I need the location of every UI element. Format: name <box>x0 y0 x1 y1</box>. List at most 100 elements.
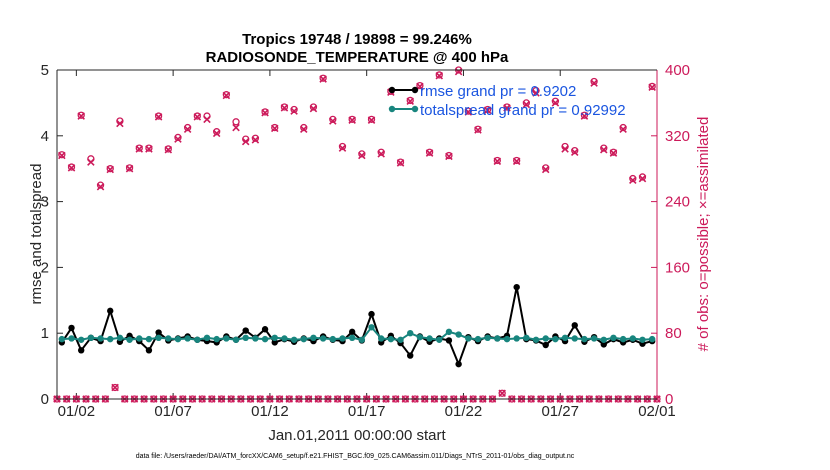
totalspread-series-point <box>300 335 307 343</box>
obs-assimilated-cross-b <box>570 148 579 157</box>
obs-possible-point <box>551 97 560 105</box>
obs-assimilated-cross-b <box>425 149 434 157</box>
obs-assimilated-point <box>638 174 647 183</box>
obs-assimilated-point <box>512 157 521 166</box>
rmse-series-point <box>368 310 375 318</box>
rmse-series-point <box>155 329 162 336</box>
obs-assimilated-cross-b <box>498 389 506 398</box>
obs-possible-point <box>154 112 163 120</box>
x-tick-label: 01/02 <box>58 403 96 420</box>
totalspread-series-point <box>107 335 114 343</box>
right-tick-label: 80 <box>665 325 682 342</box>
obs-possible-point <box>629 174 637 183</box>
obs-assimilated-point <box>406 97 414 106</box>
right-tick-label: 160 <box>665 259 690 276</box>
obs-assimilated-cross-b <box>483 106 492 115</box>
totalspread-series-point <box>474 335 482 343</box>
legend-rmse-marker-a <box>388 86 396 94</box>
rmse-series-point <box>407 352 414 359</box>
totalspread-series-point <box>368 324 375 331</box>
obs-assimilated-cross-b <box>203 115 211 124</box>
obs-possible-point <box>377 148 385 156</box>
obs-possible-point <box>358 150 366 158</box>
obs-possible-point <box>571 146 579 155</box>
totalspread-series-point <box>339 335 346 342</box>
obs-possible-point <box>309 103 318 111</box>
obs-possible-point <box>183 123 192 132</box>
obs-assimilated-cross-b <box>319 75 327 83</box>
totalspread-series-point <box>77 336 85 343</box>
obs-assimilated-point <box>87 158 95 166</box>
totalspread-series-point <box>532 336 540 343</box>
x-tick-label: 01/07 <box>154 403 192 420</box>
obs-assimilated-point <box>493 157 502 166</box>
obs-assimilated-point <box>241 137 250 146</box>
obs-possible-point <box>435 71 443 79</box>
totalspread-series-point <box>523 334 530 342</box>
totalspread-series-point <box>329 335 337 343</box>
x-axis-ticks: 01/02 01/07 01/12 01/17 01/22 01/27 02/01 <box>58 70 676 420</box>
totalspread-series-point <box>407 330 414 337</box>
rmse-series-point <box>455 360 462 368</box>
obs-assimilated-cross-b <box>164 146 173 154</box>
legend-spread-marker-a <box>388 105 396 113</box>
obs-assimilated-point <box>358 151 366 160</box>
totalspread-series-point <box>484 334 491 342</box>
obs-assimilated-point <box>600 146 608 154</box>
obs-assimilated-cross-b <box>348 116 356 124</box>
obs-assimilated-cross-b <box>522 100 531 109</box>
obs-assimilated-cross-b <box>183 125 192 133</box>
obs-assimilated-point <box>67 164 76 172</box>
obs-possible-point <box>125 164 134 172</box>
obs-assimilated-cross-b <box>174 135 182 143</box>
obs-assimilated-point <box>77 112 85 120</box>
totalspread-series-point <box>155 334 162 342</box>
obs-possible-point <box>77 111 85 119</box>
totalspread-series-point <box>610 334 617 342</box>
obs-possible-point <box>58 151 66 159</box>
totalspread-series-point <box>348 334 356 342</box>
totalspread-series-point <box>445 328 453 336</box>
totalspread-series-point <box>648 335 656 343</box>
totalspread-series-point <box>629 335 637 342</box>
obs-assimilated-point <box>145 145 153 153</box>
obs-assimilated-cross-b <box>629 176 637 184</box>
totalspread-series-point <box>494 335 501 342</box>
totalspread-series-point <box>223 335 230 342</box>
obs-possible-point <box>135 144 143 152</box>
obs-assimilated-cross-b <box>300 125 308 133</box>
obs-assimilated-cross-b <box>435 71 444 80</box>
obs-zero-assimilated-point <box>498 389 506 398</box>
obs-assimilated-cross-b <box>638 174 647 183</box>
left-tick-label: 5 <box>41 62 49 79</box>
obs-zero-assimilated-point <box>111 383 119 392</box>
obs-possible-point <box>503 103 511 111</box>
obs-assimilated-point <box>580 112 589 120</box>
chart-title-line2: RADIOSONDE_TEMPERATURE @ 400 hPa <box>206 49 509 66</box>
obs-possible-point <box>300 123 308 132</box>
obs-assimilated-cross-b <box>580 112 589 120</box>
obs-possible-point <box>648 82 656 91</box>
obs-assimilated-cross-b <box>619 125 627 133</box>
rmse-series-point <box>542 341 549 349</box>
obs-assimilated-cross-b <box>609 149 618 157</box>
rmse-series-point <box>445 337 453 344</box>
footnote: data file: /Users/raeder/DAI/ATM_forcXX/… <box>136 453 575 460</box>
totalspread-series-point <box>58 335 66 343</box>
obs-assimilated-point <box>309 104 318 113</box>
obs-assimilated-cross-b <box>135 145 144 153</box>
left-tick-label: 0 <box>41 391 49 408</box>
rmse-series-point <box>348 328 356 336</box>
obs-possible-point <box>193 112 201 120</box>
obs-assimilated-cross-b <box>67 164 76 172</box>
obs-possible-point <box>96 181 105 189</box>
right-tick-label: 320 <box>665 128 690 145</box>
obs-assimilated-cross-b <box>96 183 105 191</box>
totalspread-series-point <box>600 336 607 343</box>
obs-assimilated-point <box>154 113 163 121</box>
obs-assimilated-cross-b <box>111 383 119 392</box>
totalspread-series-point <box>281 335 288 342</box>
obs-assimilated-point <box>541 165 550 174</box>
obs-assimilated-cross-b <box>309 104 318 113</box>
obs-possible-point <box>164 145 172 153</box>
